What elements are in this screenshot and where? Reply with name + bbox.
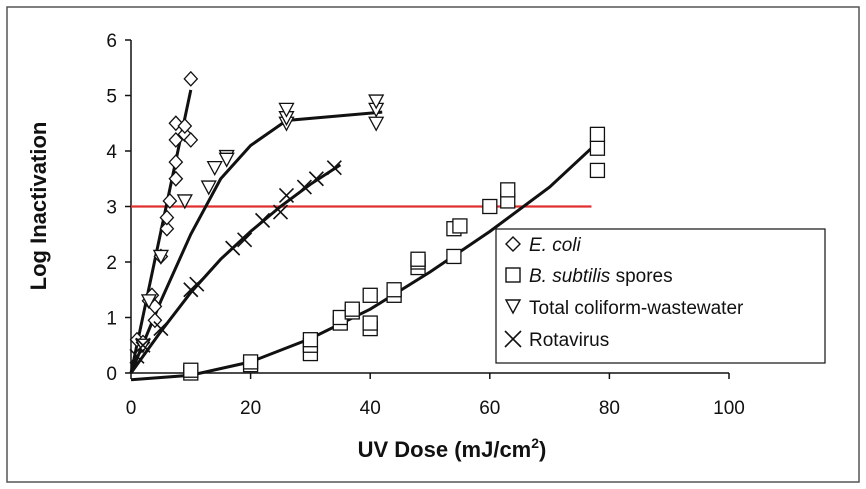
x-axis-title-close: ) bbox=[539, 437, 546, 462]
y-tick-label: 1 bbox=[106, 309, 117, 330]
marker-square bbox=[482, 198, 498, 215]
legend-diamond-marker bbox=[505, 236, 521, 252]
legend: E. coli B. subtilis spores Total colifor… bbox=[495, 228, 826, 364]
x-tick-label: 0 bbox=[126, 398, 137, 419]
x-tick-label: 40 bbox=[360, 398, 381, 419]
marker-diamond bbox=[168, 170, 184, 187]
legend-item-bsubtilis: B. subtilis spores bbox=[505, 266, 673, 287]
legend-label-ecoli: E. coli bbox=[529, 235, 582, 256]
marker-square bbox=[386, 282, 402, 298]
x-axis-title: UV Dose (mJ/cm2) bbox=[358, 435, 547, 462]
legend-label-bsubtilis: B. subtilis spores bbox=[529, 266, 673, 287]
legend-label-coliform: Total coliform-wastewater bbox=[529, 298, 744, 319]
legend-label-rotavirus: Rotavirus bbox=[529, 330, 609, 351]
y-tick-label: 6 bbox=[106, 31, 117, 52]
legend-item-ecoli: E. coli bbox=[505, 235, 582, 256]
x-tick-label: 80 bbox=[599, 398, 620, 419]
marker-diamond bbox=[183, 70, 199, 87]
marker-square bbox=[302, 332, 319, 348]
marker-square bbox=[589, 140, 606, 156]
marker-square bbox=[589, 126, 606, 142]
marker-square bbox=[183, 362, 199, 378]
y-tick-label: 3 bbox=[106, 198, 117, 219]
legend-box bbox=[495, 228, 826, 364]
y-tick-label: 4 bbox=[106, 142, 117, 163]
marker-square bbox=[242, 354, 259, 370]
marker-diamond bbox=[183, 131, 199, 148]
marker-diamond bbox=[147, 312, 163, 329]
marker-triangle-down bbox=[152, 249, 169, 265]
marker-x bbox=[135, 337, 151, 353]
legend-item-coliform: Total coliform-wastewater bbox=[504, 298, 744, 319]
marker-x bbox=[189, 276, 205, 292]
marker-diamond bbox=[177, 118, 193, 134]
marker-x bbox=[254, 212, 271, 228]
y-tick-label: 2 bbox=[106, 253, 117, 274]
marker-triangle-down bbox=[200, 180, 217, 196]
marker-x bbox=[326, 160, 342, 176]
x-tick-label: 60 bbox=[479, 398, 500, 419]
marker-square bbox=[410, 251, 426, 267]
x-tick-label: 20 bbox=[240, 398, 261, 419]
marker-x bbox=[272, 204, 289, 220]
fit-line-series-1 bbox=[130, 141, 599, 382]
marker-square bbox=[589, 162, 606, 179]
y-axis-title: Log Inactivation bbox=[26, 122, 51, 291]
marker-diamond bbox=[168, 154, 184, 171]
marker-square bbox=[362, 287, 378, 303]
y-tick-label: 0 bbox=[106, 364, 117, 385]
marker-triangle-down bbox=[140, 294, 158, 310]
marker-x bbox=[129, 348, 145, 364]
marker-square bbox=[500, 182, 516, 198]
marker-triangle-down bbox=[218, 152, 235, 168]
legend-triangle-marker bbox=[504, 299, 522, 315]
legend-square-marker bbox=[505, 267, 521, 283]
marker-triangle-down bbox=[368, 94, 385, 110]
marker-square bbox=[452, 218, 468, 234]
y-tick-label: 5 bbox=[106, 87, 117, 108]
marker-square bbox=[446, 248, 462, 265]
marker-x bbox=[237, 232, 253, 248]
x-axis-title-sup: 2 bbox=[531, 435, 539, 451]
marker-x bbox=[308, 171, 324, 187]
marker-x bbox=[296, 179, 312, 195]
marker-triangle-down bbox=[206, 161, 223, 177]
marker-x bbox=[278, 187, 295, 203]
x-axis-title-main: UV Dose (mJ/cm bbox=[358, 437, 532, 462]
marker-square bbox=[362, 315, 378, 331]
marker-diamond bbox=[159, 220, 175, 237]
marker-diamond bbox=[168, 131, 184, 148]
marker-x bbox=[153, 321, 169, 337]
marker-square bbox=[344, 301, 360, 317]
marker-diamond bbox=[162, 192, 178, 209]
marker-diamond bbox=[159, 209, 175, 226]
marker-triangle-down bbox=[176, 194, 193, 210]
marker-x bbox=[225, 240, 241, 256]
legend-item-rotavirus: Rotavirus bbox=[504, 330, 609, 351]
marker-triangle-down bbox=[278, 102, 295, 118]
x-tick-label: 100 bbox=[713, 398, 745, 419]
legend-x-marker bbox=[504, 330, 522, 348]
